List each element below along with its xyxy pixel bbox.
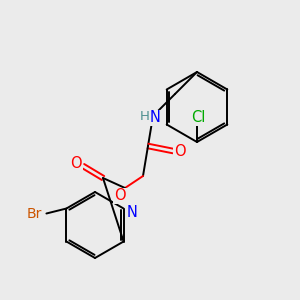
Text: O: O	[70, 157, 82, 172]
Text: Cl: Cl	[191, 110, 205, 125]
Text: N: N	[150, 110, 160, 125]
Text: N: N	[126, 205, 137, 220]
Text: H: H	[140, 110, 150, 124]
Text: Br: Br	[27, 208, 42, 221]
Text: O: O	[174, 143, 186, 158]
Text: O: O	[114, 188, 126, 203]
